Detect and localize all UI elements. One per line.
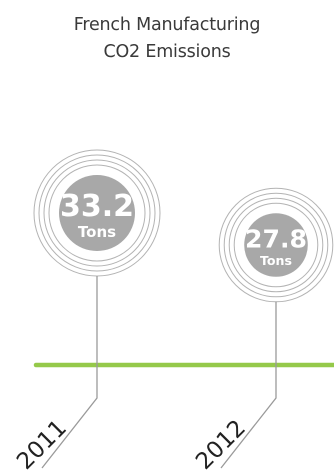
bubble-unit-label: Tons (260, 253, 292, 268)
chart-title-line-1: French Manufacturing (73, 15, 261, 35)
bubble-disc (59, 175, 135, 251)
bubble-ring-2 (43, 159, 151, 267)
bubble-stem (220, 301, 277, 469)
bubble-ring-1 (233, 202, 319, 288)
bubble-ring-3 (223, 192, 329, 298)
chart-title: French Manufacturing CO2 Emissions (0, 12, 334, 66)
year-label-2012: 2012 (191, 415, 251, 474)
bubble-ring-3 (38, 154, 156, 272)
bubble-unit-label: Tons (78, 223, 116, 241)
bubble-value-label: 33.2 (60, 189, 134, 224)
chart-title-line-2: CO2 Emissions (103, 42, 231, 62)
bubble-value-label: 27.8 (245, 225, 307, 254)
bubble-stem (41, 276, 98, 469)
bubble-ring-1 (48, 164, 146, 262)
bubble-ring-2 (228, 197, 324, 293)
year-label-2011: 2011 (12, 415, 72, 474)
bubble-disc (244, 213, 308, 277)
